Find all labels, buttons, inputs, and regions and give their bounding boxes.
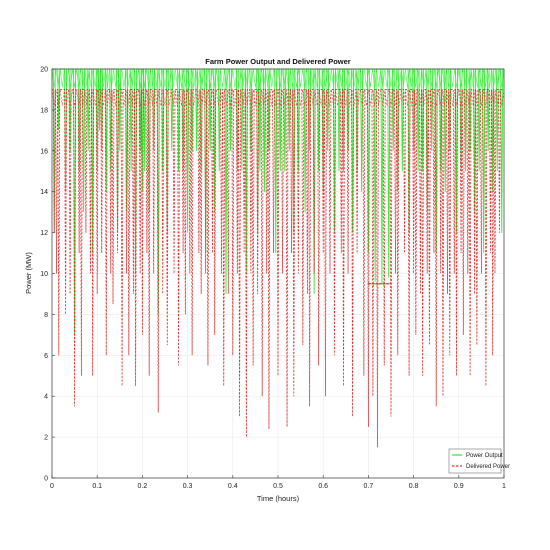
x-tick-label: 0.7 [364, 483, 374, 490]
x-tick-label: 0.3 [183, 483, 193, 490]
y-tick-label: 8 [44, 312, 48, 319]
y-tick-label: 6 [44, 353, 48, 360]
x-tick-label: 0.6 [318, 483, 328, 490]
x-tick-label: 0.2 [138, 483, 148, 490]
series-delivered-power [51, 89, 505, 448]
series-ripple [51, 89, 505, 106]
y-tick-label: 20 [40, 67, 48, 74]
x-tick-label: 1 [502, 483, 506, 490]
y-tick-label: 10 [40, 271, 48, 278]
series-line [52, 89, 504, 448]
x-tick-label: 0.9 [454, 483, 464, 490]
y-tick-label: 18 [40, 107, 48, 114]
legend-box [448, 448, 502, 474]
y-tick-label: 2 [44, 435, 48, 442]
x-tick-label: 0 [50, 483, 54, 490]
y-tick-label: 16 [40, 148, 48, 155]
x-tick-label: 0.8 [409, 483, 419, 490]
y-tick-label: 14 [40, 189, 48, 196]
series-line [52, 68, 504, 335]
legend-label-delivered-power: Delivered Power [466, 464, 510, 470]
x-axis-label: Time (hours) [257, 494, 300, 503]
y-tick-label: 0 [44, 476, 48, 483]
axis-ticks: 0 0.1 0.2 0.3 0.4 0.5 0.6 0.7 0.8 0.9 102468101214… [40, 67, 506, 491]
chart-title: Farm Power Output and Delivered Power [205, 57, 351, 66]
legend: Power Output Delivered Power [448, 448, 510, 474]
y-axis-label: Power (MW) [24, 252, 33, 294]
x-tick-label: 0.4 [228, 483, 238, 490]
x-tick-label: 0.1 [92, 483, 102, 490]
y-tick-label: 4 [44, 394, 48, 401]
y-tick-label: 12 [40, 230, 48, 237]
legend-label-power-output: Power Output [466, 453, 503, 459]
x-tick-label: 0.5 [273, 483, 283, 490]
